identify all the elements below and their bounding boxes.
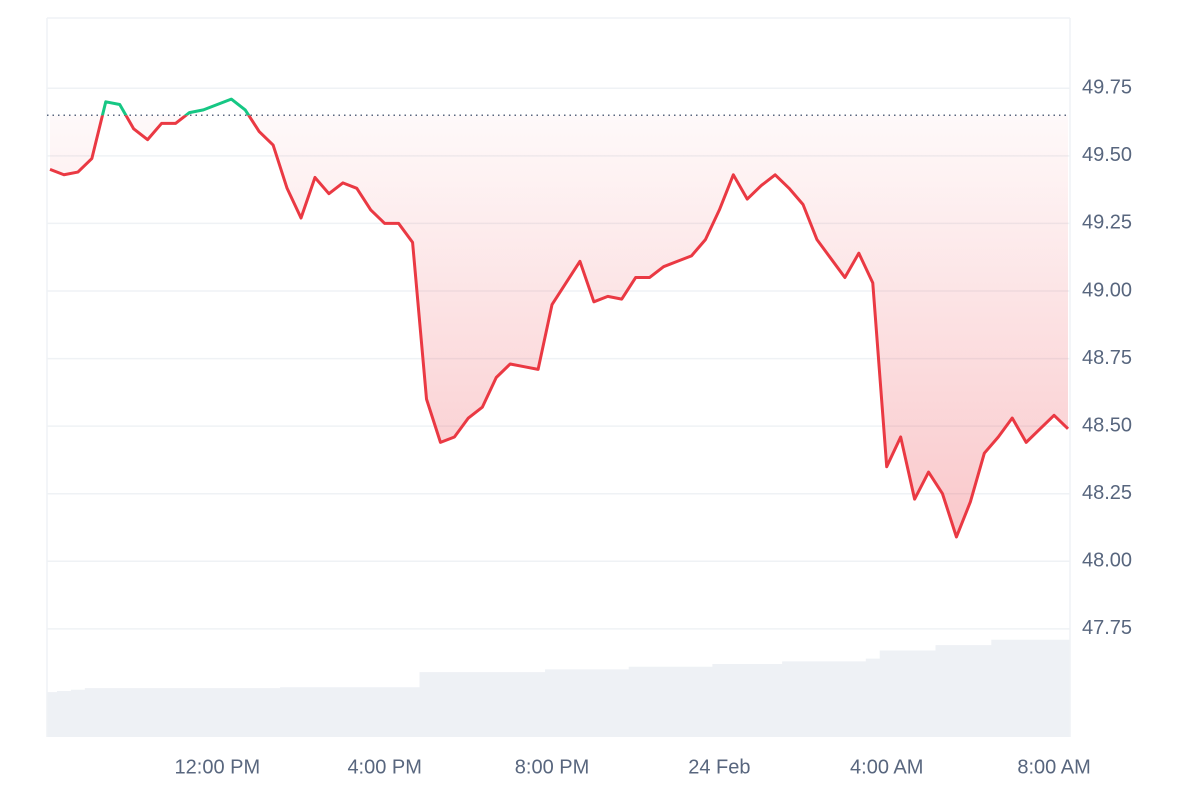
x-tick-label: 12:00 PM xyxy=(175,756,261,778)
y-tick-label: 49.50 xyxy=(1082,144,1132,166)
volume-area xyxy=(47,639,1070,737)
y-tick-label: 49.25 xyxy=(1082,212,1132,234)
x-tick-label: 8:00 PM xyxy=(515,756,589,778)
y-tick-label: 48.00 xyxy=(1082,550,1132,572)
y-tick-label: 48.50 xyxy=(1082,414,1132,436)
loss-fill xyxy=(50,115,1068,537)
x-tick-label: 8:00 AM xyxy=(1017,756,1090,778)
price-line-below xyxy=(49,115,1070,539)
y-tick-label: 49.00 xyxy=(1082,279,1132,301)
x-tick-label: 4:00 PM xyxy=(347,756,421,778)
y-tick-label: 48.75 xyxy=(1082,347,1132,369)
y-tick-label: 48.25 xyxy=(1082,482,1132,504)
y-tick-label: 47.75 xyxy=(1082,617,1132,639)
y-tick-label: 49.75 xyxy=(1082,77,1132,99)
x-tick-label: 4:00 AM xyxy=(850,756,923,778)
price-line-above xyxy=(100,97,251,116)
x-tick-label: 24 Feb xyxy=(688,756,750,778)
